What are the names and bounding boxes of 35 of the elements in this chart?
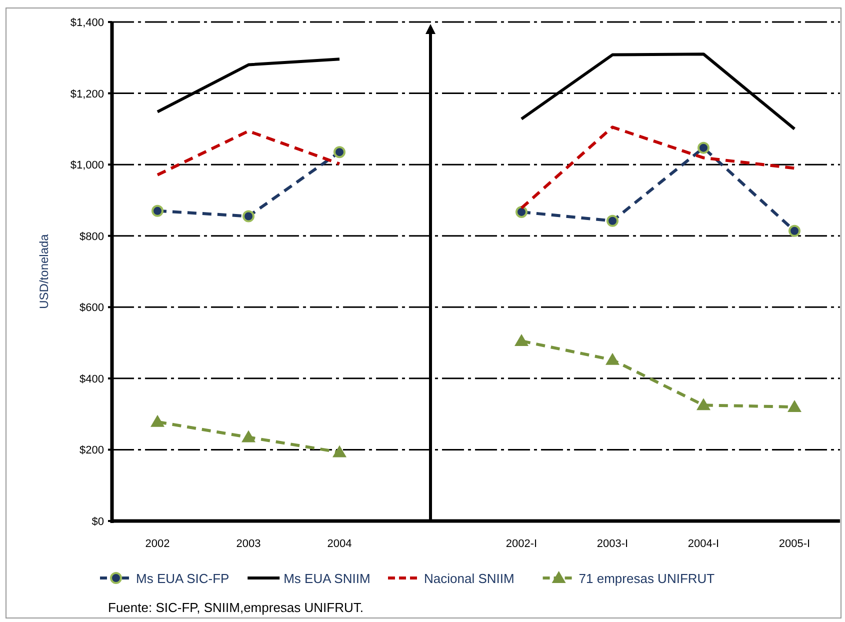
y-tick-label: $0 [92,516,104,528]
point [334,146,346,158]
y-tick-label: $1,400 [70,17,104,29]
point [698,142,710,154]
legend-label: 71 empresas UNIFRUT [578,571,715,586]
y-tick-label: $1,200 [70,88,104,100]
legend-label: Nacional SNIIM [424,571,514,586]
x-tick-label: 2005-I [778,538,810,550]
x-tick-label: 2004-I [688,538,720,550]
point [606,214,618,227]
y-axis-title: USD/tonelada [37,234,51,309]
y-tick-label: $600 [80,302,104,314]
point [606,352,620,365]
y-tick-label: $200 [80,444,104,457]
point [150,414,164,427]
y-tick-label: $800 [80,230,104,243]
point [514,334,528,346]
x-tick-label: 2002-I [506,538,538,550]
point [332,445,346,458]
point [242,210,254,222]
x-tick-label: 2003 [236,538,261,550]
y-tick-label: $1,000 [70,160,104,172]
point [696,398,710,410]
source-note: Fuente: SIC-FP, SNIIM,empresas UNIFRUT. [108,600,364,615]
point [788,224,800,237]
legend-label: Ms EUA SIC-FP [136,571,230,586]
point [788,400,802,412]
y-tick-label: $400 [80,373,104,386]
x-tick-label: 2003-I [596,538,628,550]
legend-label: Ms EUA SNIIM [284,571,370,586]
point [242,430,256,442]
point [152,204,164,217]
x-tick-label: 2004 [327,538,352,550]
x-tick-label: 2002 [145,538,170,550]
point [516,206,528,218]
